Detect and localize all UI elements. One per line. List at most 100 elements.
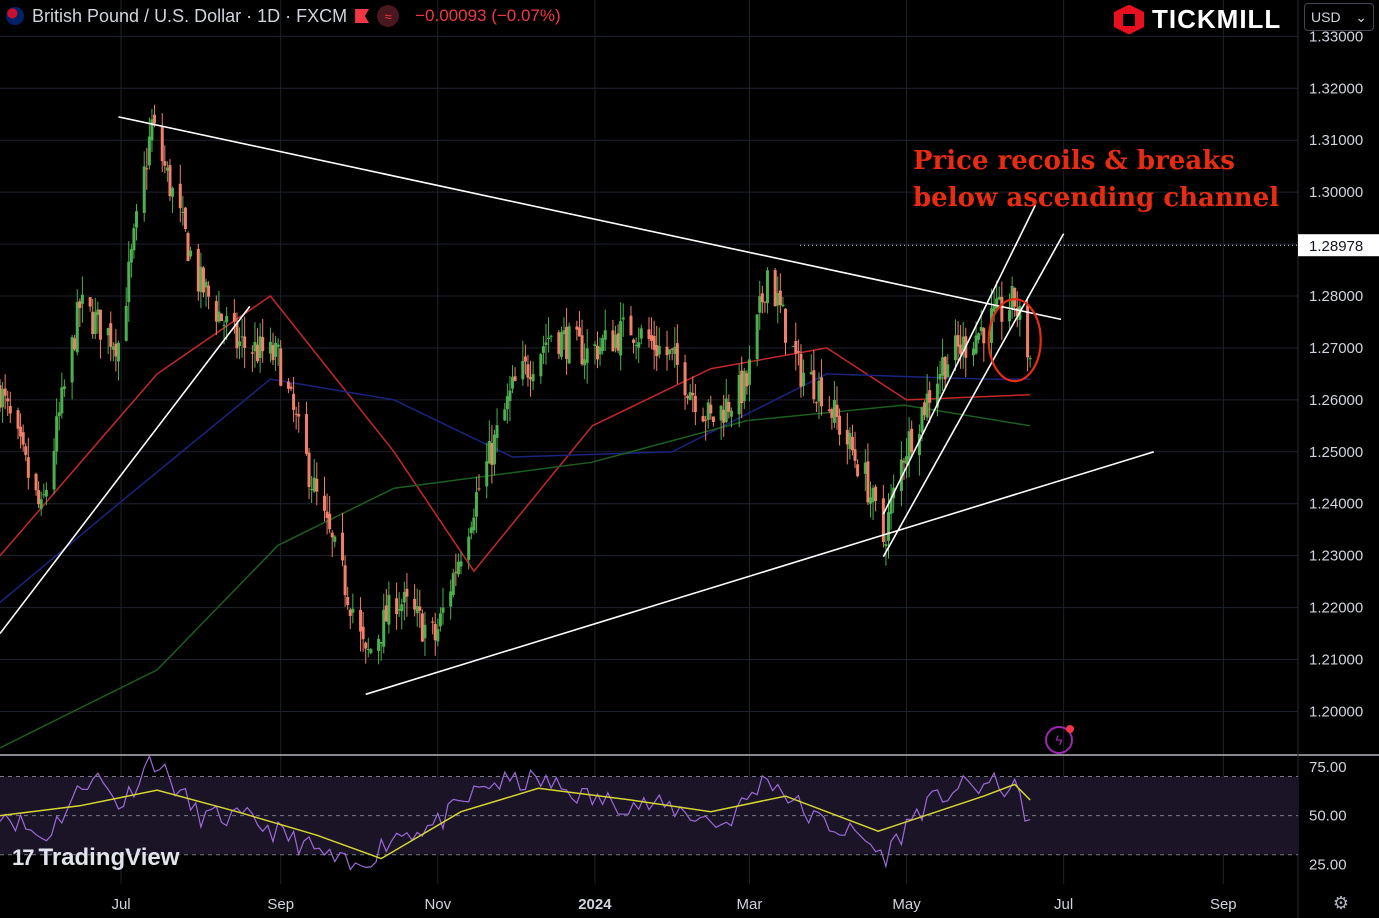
- tickmill-logo-icon: [1114, 4, 1144, 35]
- tradingview-watermark[interactable]: 17 TradingView: [12, 844, 179, 872]
- candle-body: [856, 464, 860, 477]
- candle-body: [943, 357, 947, 380]
- candle-body: [781, 304, 785, 307]
- candle-body: [755, 314, 759, 360]
- rsi-line: [0, 754, 1031, 871]
- candle-body: [580, 335, 584, 365]
- candle-body: [668, 349, 672, 354]
- candle-body: [199, 266, 203, 293]
- candle-body: [330, 532, 334, 538]
- currency-select[interactable]: USD ⌄: [1304, 3, 1374, 31]
- candle-body: [109, 323, 113, 347]
- y-tick-label: 1.23000: [1309, 548, 1363, 565]
- candle-body: [451, 573, 455, 595]
- candle-body: [39, 499, 43, 509]
- candle-body: [243, 336, 247, 348]
- y-tick-label: 1.32000: [1309, 80, 1363, 97]
- y-tick-label: 1.21000: [1309, 652, 1363, 669]
- candle-body: [98, 309, 102, 340]
- candle-body: [637, 342, 641, 348]
- candle-body: [791, 345, 795, 347]
- candle-body: [783, 308, 787, 343]
- candle-body: [688, 392, 692, 401]
- candle-body: [55, 416, 59, 452]
- watermark-text: TradingView: [38, 844, 180, 871]
- candle-body: [219, 313, 223, 321]
- candle-body: [647, 329, 651, 340]
- axes: 1.330001.320001.310001.300001.290001.280…: [111, 28, 1379, 913]
- candle-body: [827, 409, 831, 411]
- candle-body: [472, 517, 476, 531]
- candle-body: [395, 598, 399, 615]
- candle-body: [492, 434, 496, 465]
- candle-body: [240, 336, 244, 338]
- candle-body: [917, 433, 921, 456]
- candle-body: [907, 431, 911, 461]
- rsi-panel: [0, 754, 1298, 871]
- candles: [0, 104, 1032, 665]
- flash-icon[interactable]: ϟ: [1045, 725, 1074, 754]
- notification-dot: [1066, 725, 1074, 733]
- candle-body: [37, 490, 41, 505]
- candle-body: [436, 629, 440, 642]
- candle-body: [189, 250, 193, 257]
- candle-body: [438, 613, 442, 627]
- candle-body: [544, 342, 548, 345]
- candle-body: [765, 270, 769, 304]
- candle-body: [835, 404, 839, 417]
- candle-body: [711, 416, 715, 423]
- candle-body: [799, 354, 803, 387]
- symbol-title[interactable]: British Pound / U.S. Dollar · 1D · FXCM: [32, 5, 348, 26]
- candle-body: [817, 380, 821, 402]
- candle-body: [616, 333, 620, 351]
- candle-body: [802, 372, 806, 386]
- indicator-icon[interactable]: ≈: [377, 5, 400, 27]
- candle-body: [204, 281, 208, 288]
- candle-body: [565, 326, 569, 359]
- candle-body: [1010, 286, 1014, 309]
- candle-body: [196, 248, 200, 292]
- tradingview-logo-icon: 17: [12, 845, 35, 870]
- candle-body: [44, 489, 48, 497]
- candle-body: [57, 412, 61, 417]
- y-tick-label: 1.28000: [1309, 288, 1363, 305]
- gear-icon[interactable]: ⚙: [1332, 893, 1350, 913]
- candle-body: [887, 512, 891, 541]
- candle-body: [467, 536, 471, 560]
- candle-body: [134, 211, 138, 228]
- highlight-ellipse: [987, 298, 1042, 383]
- candle-body: [382, 609, 386, 647]
- candle-body: [294, 413, 298, 415]
- candle-body: [183, 207, 187, 230]
- candle-body: [8, 405, 12, 414]
- candle-body: [657, 346, 661, 355]
- candle-body: [361, 626, 365, 640]
- candle-body: [956, 335, 960, 347]
- currency-value: USD: [1311, 9, 1341, 25]
- candle-body: [279, 348, 283, 386]
- trendline-early-support: [0, 305, 251, 635]
- candle-body: [585, 348, 589, 363]
- candle-body: [474, 492, 478, 517]
- candle-body: [541, 346, 545, 353]
- candle-body: [418, 606, 422, 611]
- alert-flag-icon[interactable]: [355, 9, 370, 23]
- candle-body: [814, 402, 818, 404]
- candle-body: [521, 361, 525, 380]
- candle-body: [256, 344, 260, 362]
- brand: TICKMILL: [1114, 4, 1281, 35]
- y-tick-label: 1.27000: [1309, 340, 1363, 357]
- candle-body: [165, 167, 169, 171]
- trendline-channel-lower: [882, 233, 1065, 558]
- x-tick-label: Mar: [737, 896, 763, 913]
- y-tick-label: 1.30000: [1309, 184, 1363, 201]
- candle-body: [186, 233, 190, 262]
- candle-body: [207, 285, 211, 297]
- candle-body: [990, 308, 994, 343]
- candle-body: [96, 309, 100, 315]
- candle-body: [250, 352, 254, 354]
- candle-body: [6, 398, 10, 402]
- candle-body: [923, 402, 927, 416]
